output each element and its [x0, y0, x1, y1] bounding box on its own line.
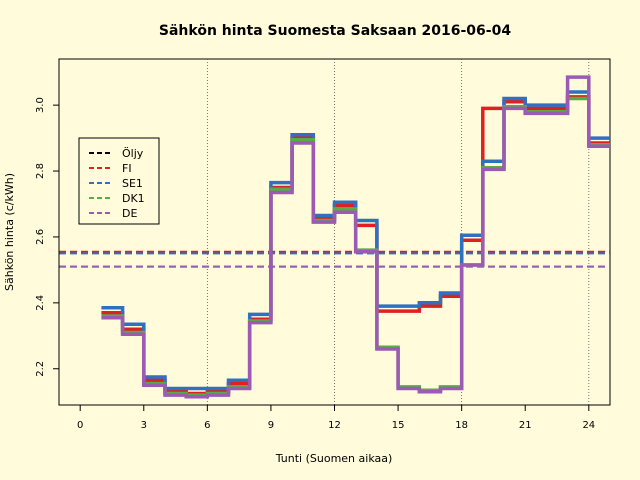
x-tick-label-3: 3	[141, 420, 147, 431]
legend-box	[78, 137, 160, 225]
chart-title: Sähkön hinta Suomesta Saksaan 2016-06-04	[159, 23, 511, 39]
legend-label-de: DE	[122, 207, 137, 220]
y-tick-label-1: 2.4	[35, 295, 46, 311]
x-tick-label-24: 24	[582, 420, 595, 431]
axes: 0 3 6 9 12 15 18 21 24 2.2 2.4 2.6 2.8 3.0	[35, 97, 595, 431]
legend-label-fi: FI	[122, 162, 132, 175]
x-axis-label: Tunti (Suomen aikaa)	[275, 452, 393, 465]
y-tick-label-0: 2.2	[35, 361, 46, 377]
legend: Öljy FI SE1 DK1 DE	[78, 137, 160, 225]
y-tick-label-4: 3.0	[35, 97, 46, 113]
y-tick-label-3: 2.8	[35, 163, 46, 179]
series-line-de	[101, 75, 610, 399]
x-tick-label-0: 0	[77, 420, 83, 431]
mean-lines	[59, 250, 610, 268]
x-tick-label-6: 6	[204, 420, 210, 431]
y-axis-label: Sähkön hinta (c/kWh)	[3, 173, 16, 291]
legend-label-dk1: DK1	[122, 192, 145, 205]
x-tick-label-21: 21	[519, 420, 532, 431]
legend-label-se1: SE1	[122, 177, 143, 190]
legend-label-öljy: Öljy	[122, 147, 144, 160]
x-tick-label-18: 18	[455, 420, 468, 431]
x-tick-label-12: 12	[328, 420, 341, 431]
x-tick-label-15: 15	[392, 420, 405, 431]
x-tick-label-9: 9	[268, 420, 274, 431]
y-tick-label-2: 2.6	[35, 229, 46, 245]
series-lines	[101, 75, 610, 399]
